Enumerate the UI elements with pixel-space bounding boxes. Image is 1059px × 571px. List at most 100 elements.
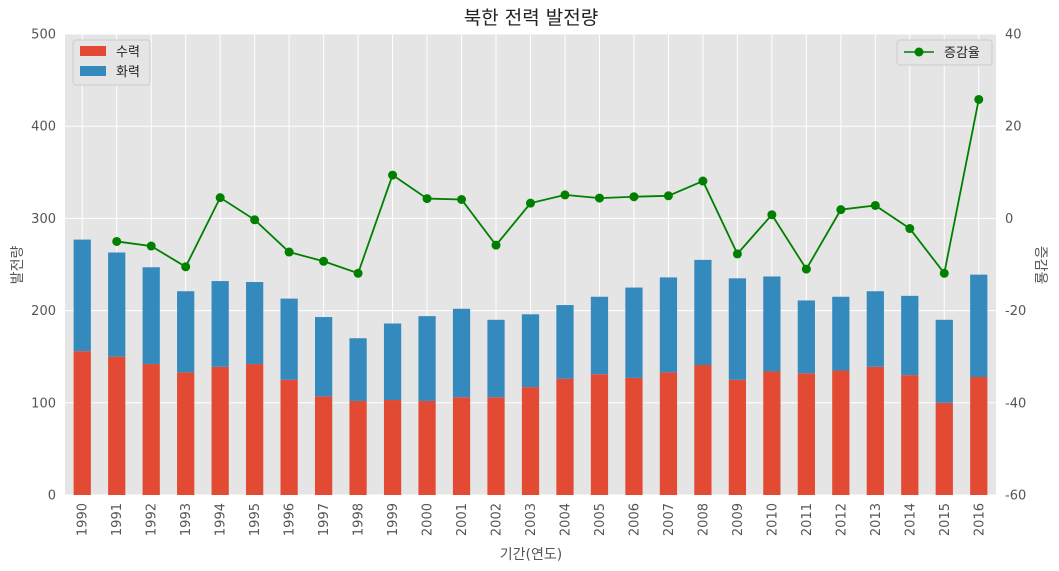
bar-thermal-2003 [521, 314, 540, 388]
y-tick-label: 200 [31, 304, 56, 319]
x-tick-label: 2009 [731, 503, 746, 536]
bar-hydro-1990 [73, 351, 91, 495]
bar-hydro-1997 [314, 396, 333, 495]
bar-hydro-2012 [832, 370, 850, 495]
x-tick-label: 2004 [558, 503, 573, 536]
x-axis-label: 기간(연도) [500, 547, 562, 563]
x-tick-label: 2016 [972, 503, 987, 536]
growth-point-2015 [939, 268, 949, 278]
growth-point-1993 [181, 262, 191, 272]
x-tick-label: 2005 [593, 503, 608, 536]
x-tick-label: 1999 [386, 503, 401, 536]
x-tick-label: 1997 [317, 503, 332, 536]
y-axis-right: -60 -40 -20 0 20 40 [1005, 28, 1026, 504]
bar-thermal-1993 [177, 291, 195, 373]
growth-point-2013 [870, 200, 880, 210]
bar-hydro-2002 [487, 397, 505, 495]
line-legend-box [896, 39, 993, 66]
growth-point-2014 [905, 224, 915, 234]
x-tick-label: 1992 [145, 503, 160, 536]
bar-thermal-1994 [211, 281, 229, 367]
bar-thermal-2006 [625, 287, 643, 378]
growth-point-1991 [112, 236, 122, 246]
bar-thermal-2000 [418, 316, 436, 401]
bar-hydro-2013 [866, 366, 884, 495]
x-tick-label: 2010 [765, 503, 780, 536]
y-axis-left: 0 100 200 300 400 500 [31, 28, 56, 504]
bar-legend: 수력 화력 [72, 39, 151, 86]
bar-thermal-2012 [832, 296, 850, 371]
growth-point-2005 [594, 193, 604, 203]
bar-hydro-1991 [108, 356, 126, 495]
x-tick-label: 2002 [490, 503, 505, 536]
bar-hydro-2004 [556, 378, 574, 495]
x-tick-label: 2011 [800, 503, 815, 536]
x-tick-label: 1996 [283, 503, 298, 536]
x-tick-label: 2006 [627, 503, 642, 536]
bar-hydro-2006 [625, 377, 643, 495]
bar-thermal-1992 [142, 267, 160, 365]
bar-thermal-2009 [728, 278, 747, 380]
x-tick-label: 2001 [455, 503, 470, 536]
growth-point-1998 [353, 268, 363, 278]
bar-hydro-1993 [177, 372, 195, 495]
growth-point-2011 [801, 264, 811, 274]
x-tick-label: 2000 [421, 503, 436, 536]
bar-hydro-1994 [211, 366, 229, 495]
x-tick-label: 1993 [179, 503, 194, 536]
bar-hydro-2010 [763, 371, 781, 495]
chart-title: 북한 전력 발전량 [464, 7, 598, 29]
legend-label-growth: 증감율 [944, 46, 980, 61]
bar-hydro-2000 [418, 400, 436, 495]
growth-point-1994 [215, 193, 225, 203]
bar-thermal-2014 [901, 295, 919, 376]
y2-tick-label: 20 [1005, 120, 1022, 135]
bar-thermal-2002 [487, 319, 505, 398]
bar-thermal-2004 [556, 305, 574, 379]
y2-tick-label: -20 [1005, 304, 1026, 319]
growth-point-1996 [284, 247, 294, 257]
y-axis-label: 발전량 [10, 246, 26, 285]
bar-thermal-1999 [383, 323, 402, 401]
bar-hydro-2001 [452, 397, 471, 495]
growth-point-2003 [526, 198, 535, 208]
bar-thermal-1995 [246, 282, 264, 365]
growth-rate-polyline [116, 99, 980, 276]
bar-thermal-2008 [694, 259, 712, 365]
growth-point-2001 [457, 194, 467, 204]
bar-hydro-2005 [590, 374, 609, 495]
bar-thermal-1996 [280, 298, 298, 380]
growth-point-2008 [698, 176, 708, 186]
y-tick-label: 400 [31, 120, 56, 135]
x-tick-label: 1995 [248, 503, 263, 536]
legend-marker-growth [914, 47, 924, 57]
bar-thermal-1997 [314, 317, 333, 397]
x-tick-label: 1990 [76, 503, 91, 536]
x-tick-label: 1994 [214, 503, 229, 536]
y2-axis-label: 증감율 [1032, 246, 1048, 285]
growth-point-2002 [491, 240, 501, 250]
bar-thermal-2005 [590, 296, 609, 375]
x-tick-label: 1991 [110, 503, 125, 536]
legend-swatch-hydro [80, 46, 106, 56]
y-tick-label: 0 [48, 489, 56, 504]
growth-point-1997 [319, 256, 329, 266]
x-tick-label: 2015 [938, 503, 953, 536]
bar-hydro-2008 [694, 364, 712, 495]
bar-hydro-2014 [901, 375, 919, 495]
growth-point-2009 [732, 249, 742, 259]
bar-thermal-2015 [935, 319, 953, 403]
growth-point-2000 [422, 194, 432, 204]
x-axis: 1990 1991 1992 1993 1994 1995 1996 1997 1998 1999… [76, 503, 988, 536]
y2-tick-label: -40 [1005, 396, 1026, 411]
bar-thermal-1998 [349, 338, 367, 401]
y2-tick-label: -60 [1005, 489, 1026, 504]
y2-tick-label: 0 [1005, 212, 1013, 227]
growth-point-1999 [388, 170, 398, 180]
x-tick-label: 2012 [834, 503, 849, 536]
bar-hydro-2016 [970, 376, 988, 495]
growth-rate-line [112, 94, 984, 278]
growth-point-2006 [629, 192, 639, 202]
x-tick-label: 2008 [696, 503, 711, 536]
bar-thermal-2013 [866, 291, 884, 367]
